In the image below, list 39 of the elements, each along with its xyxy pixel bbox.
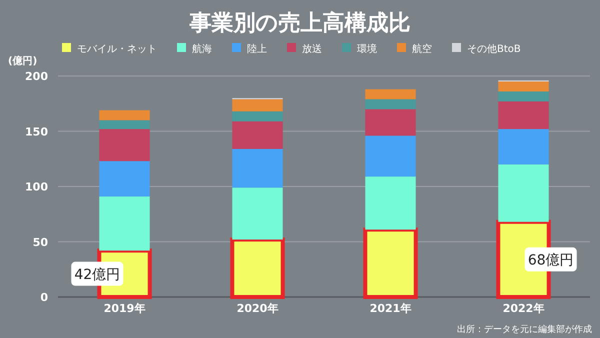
- y-tick-label: 200: [25, 70, 48, 83]
- legend-label: 航海: [192, 43, 212, 55]
- bar: [232, 148, 283, 188]
- y-tick-label: 100: [25, 180, 48, 194]
- bar: [232, 99, 283, 112]
- bar: [365, 136, 416, 177]
- bar: [498, 82, 549, 92]
- x-tick-label: 2021年: [370, 302, 412, 315]
- bar: [99, 120, 150, 130]
- x-tick-label: 2019年: [104, 302, 146, 315]
- data-label: 68億円: [528, 252, 574, 268]
- legend-label: 陸上: [247, 43, 267, 55]
- legend-label: モバイル・ネット: [77, 44, 157, 55]
- bar: [498, 129, 549, 164]
- legend-label: 航空: [412, 43, 432, 55]
- x-tick-label: 2020年: [236, 302, 278, 315]
- chart-title: 事業別の売上高構成比: [188, 10, 410, 36]
- bar: [99, 110, 150, 120]
- label: 68億円: [524, 247, 577, 272]
- y-axis-title: (億円): [8, 55, 38, 67]
- legend-label: 放送: [302, 43, 322, 55]
- bar: [365, 89, 416, 100]
- data-label: 42億円: [74, 266, 120, 283]
- bar: [365, 109, 416, 136]
- text: 出所：データを元に編集部が作成: [457, 324, 592, 335]
- legend-label: その他BtoB: [467, 43, 521, 55]
- bar: [365, 99, 416, 110]
- x-tick-label: 2022年: [502, 302, 544, 315]
- bar: [99, 161, 150, 196]
- bar: [232, 111, 283, 122]
- y-tick-label: 0: [40, 291, 48, 304]
- legend-label: 環境: [357, 43, 377, 55]
- bar: [498, 91, 549, 102]
- y-tick-label: 50: [32, 236, 48, 249]
- bar: [498, 101, 549, 130]
- bar: [99, 129, 150, 162]
- label: 42億円: [71, 262, 124, 286]
- bar: [232, 121, 283, 149]
- y-tick-label: 150: [25, 125, 48, 138]
